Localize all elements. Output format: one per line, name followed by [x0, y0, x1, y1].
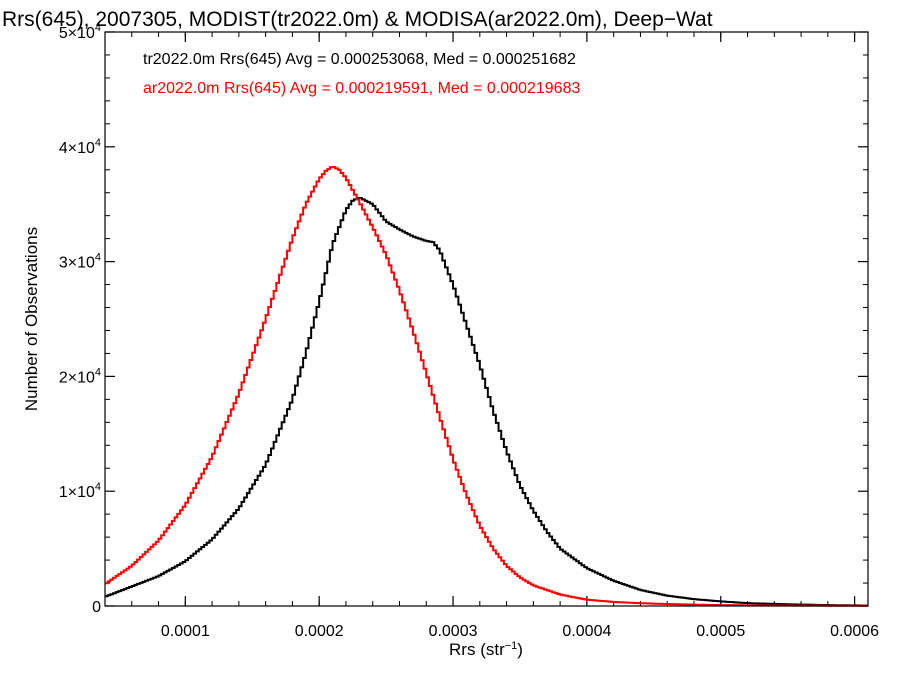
y-tick-label-base: 1×10: [59, 484, 95, 501]
y-tick-label-exponent: 4: [95, 252, 101, 264]
y-tick-label-base: 3×10: [59, 255, 95, 272]
x-tick-label: 0.0002: [295, 623, 344, 640]
y-tick-label-exponent: 4: [95, 481, 101, 493]
chart-title: Rrs(645), 2007305, MODIST(tr2022.0m) & M…: [2, 8, 713, 31]
x-axis-label-main: Rrs (str: [449, 640, 505, 659]
y-tick-label: 0: [92, 599, 101, 616]
x-tick-label: 0.0006: [830, 623, 879, 640]
x-tick-label: 0.0001: [161, 623, 210, 640]
y-tick-label: 1×104: [59, 481, 101, 501]
y-tick-label: 2×104: [59, 366, 101, 386]
y-tick-label: 3×104: [59, 252, 101, 272]
y-tick-label-exponent: 4: [95, 366, 101, 378]
x-axis-label: Rrs (str−1): [449, 640, 523, 659]
y-tick-label: 4×104: [59, 137, 101, 157]
annotation-tr2022: tr2022.0m Rrs(645) Avg = 0.000253068, Me…: [143, 51, 576, 68]
series-layer: [105, 166, 868, 607]
y-tick-label-exponent: 4: [95, 22, 101, 34]
y-tick-label-base: 2×10: [59, 369, 95, 386]
histogram-series-0: [105, 197, 868, 607]
histogram-series-1: [105, 166, 868, 607]
x-axis-label-exponent: −1: [505, 640, 518, 652]
annotation-ar2022: ar2022.0m Rrs(645) Avg = 0.000219591, Me…: [143, 80, 580, 97]
plot-frame: [104, 31, 869, 607]
x-axis-label-end: ): [517, 640, 523, 659]
y-tick-label-base: 5×10: [59, 25, 95, 42]
x-tick-label: 0.0005: [696, 623, 745, 640]
y-tick-label-base: 4×10: [59, 140, 95, 157]
x-tick-label: 0.0004: [562, 623, 611, 640]
x-tick-label: 0.0003: [429, 623, 478, 640]
y-tick-label: 5×104: [59, 22, 101, 42]
x-axis-ticks: 0.0001 0.0002 0.0003 0.0004 0.0005 0.0006: [104, 32, 879, 640]
y-axis-label: Number of Observations: [22, 227, 41, 411]
y-tick-label-base: 0: [92, 599, 101, 616]
y-tick-label-exponent: 4: [95, 137, 101, 149]
